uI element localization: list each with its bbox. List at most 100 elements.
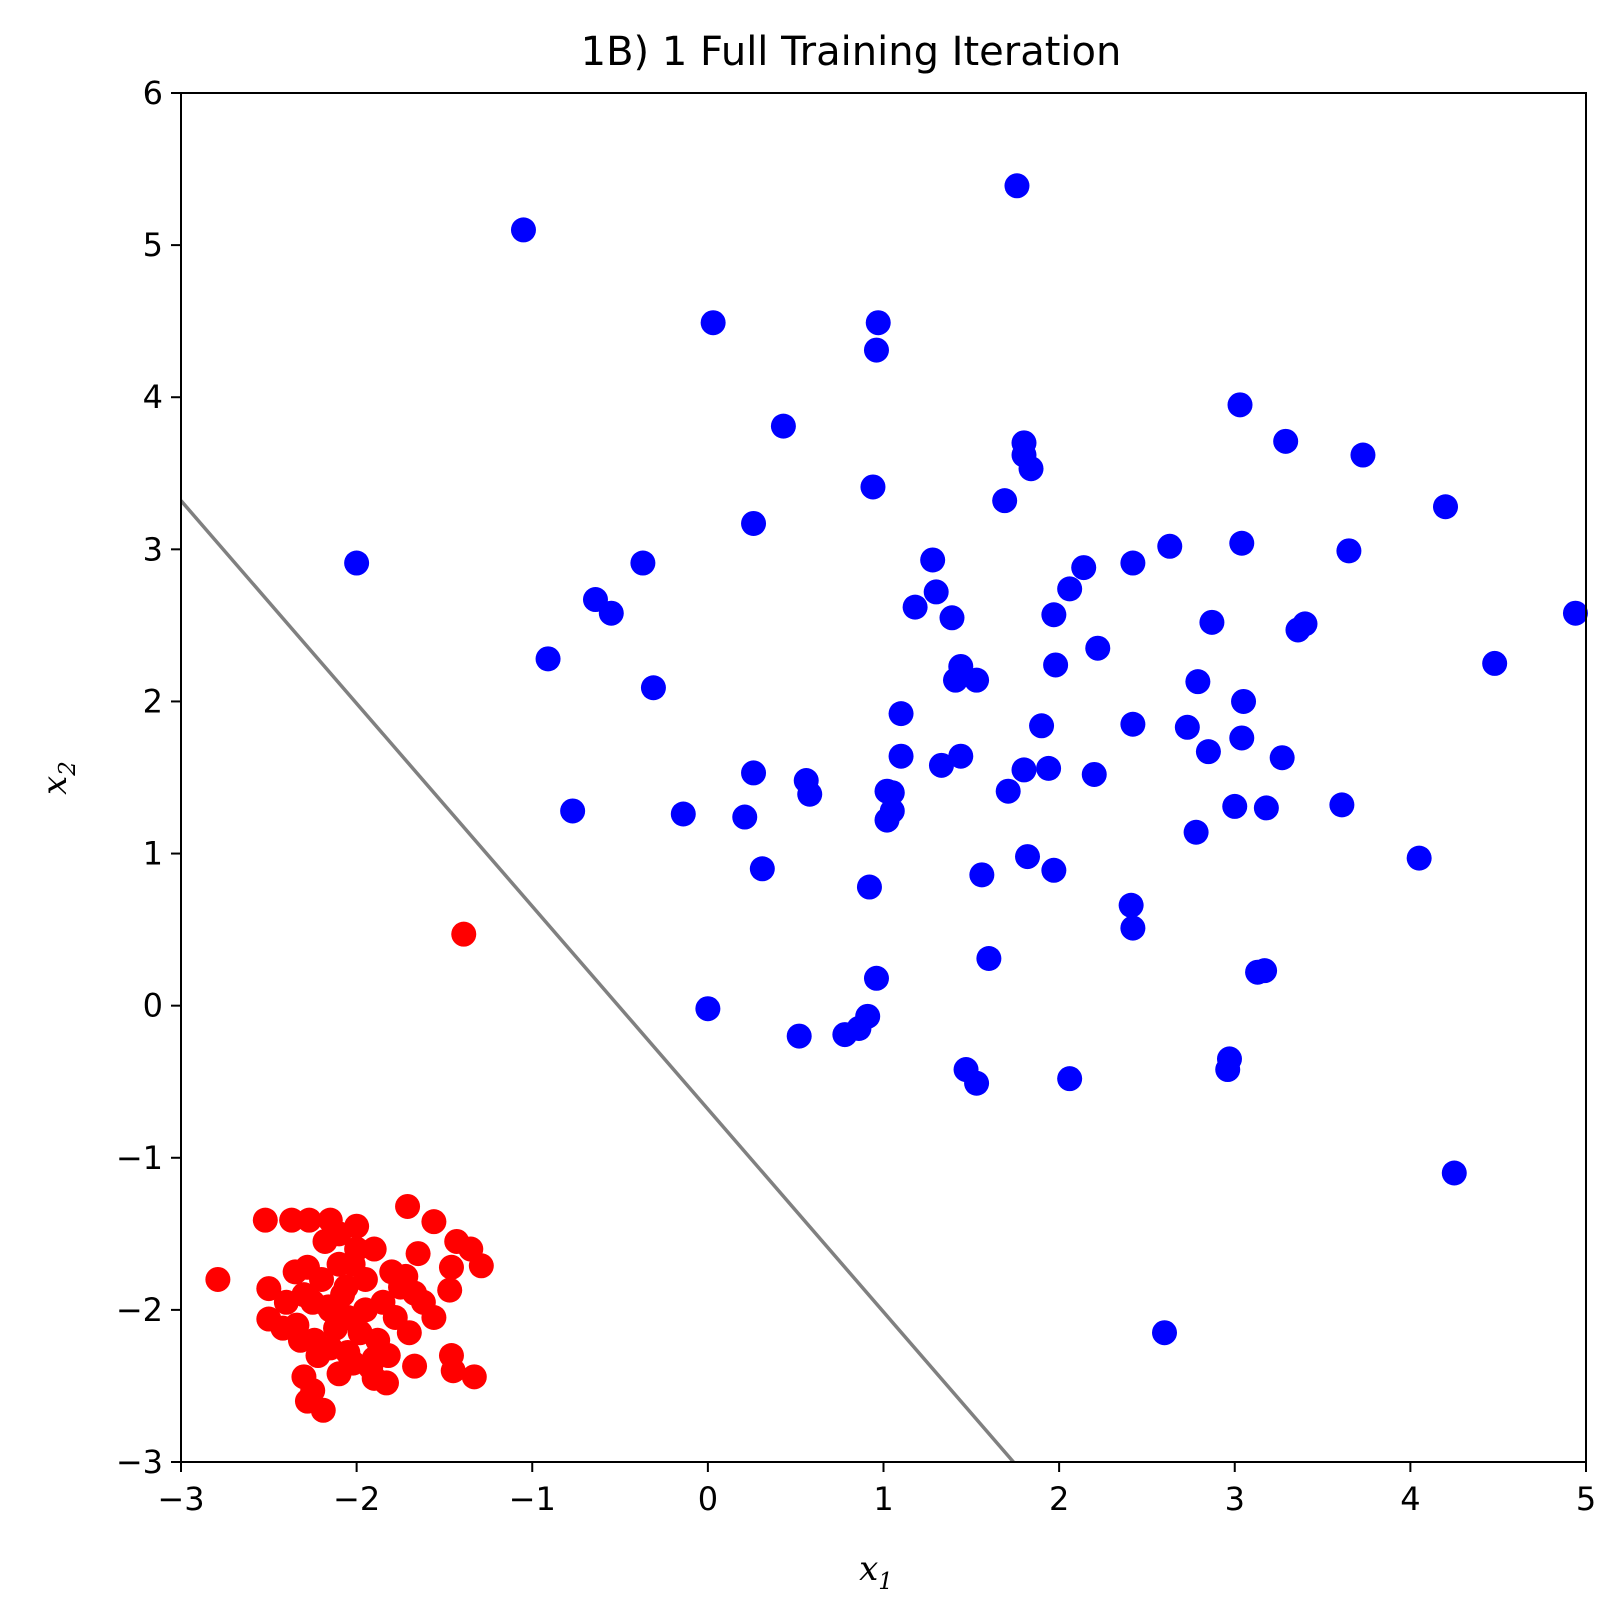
blue-class-point bbox=[1085, 635, 1111, 661]
blue-class-point bbox=[1011, 757, 1037, 783]
blue-class-point bbox=[732, 804, 758, 830]
blue-class-point bbox=[1043, 652, 1069, 678]
blue-class-point bbox=[964, 1070, 990, 1096]
blue-class-point bbox=[948, 743, 974, 769]
blue-class-point bbox=[1562, 600, 1588, 626]
blue-class-point bbox=[640, 675, 666, 701]
plot-area-frame bbox=[180, 92, 1587, 1463]
y-tick-label: 5 bbox=[143, 226, 163, 264]
blue-class-point bbox=[695, 996, 721, 1022]
blue-class-point bbox=[1029, 713, 1055, 739]
blue-class-point bbox=[1329, 792, 1355, 818]
red-class-point bbox=[287, 1327, 313, 1353]
y-axis-label-subscript: 2 bbox=[55, 761, 81, 777]
x-tick-label: 5 bbox=[1576, 1480, 1596, 1518]
y-tick-label: 3 bbox=[143, 530, 163, 568]
blue-class-point bbox=[344, 550, 370, 576]
blue-class-point bbox=[1057, 1066, 1083, 1092]
blue-class-point bbox=[700, 310, 726, 336]
blue-class-point bbox=[976, 946, 1002, 972]
red-class-point bbox=[326, 1221, 352, 1247]
x-axis-label: x1 bbox=[859, 1549, 893, 1595]
blue-class-point bbox=[860, 474, 886, 500]
red-class-point bbox=[294, 1254, 320, 1280]
red-class-point bbox=[451, 921, 477, 947]
blue-class-point bbox=[879, 780, 905, 806]
red-class-point bbox=[461, 1364, 487, 1390]
blue-class-point bbox=[1041, 857, 1067, 883]
red-class-point bbox=[438, 1254, 464, 1280]
red-class-point bbox=[323, 1315, 349, 1341]
red-class-point bbox=[402, 1353, 428, 1379]
blue-class-point bbox=[1215, 1057, 1241, 1083]
red-class-point bbox=[437, 1277, 463, 1303]
blue-class-point bbox=[1292, 611, 1318, 637]
red-class-point bbox=[333, 1274, 359, 1300]
blue-class-point bbox=[1120, 915, 1146, 941]
blue-class-point bbox=[741, 760, 767, 786]
blue-class-point bbox=[1118, 892, 1144, 918]
red-class-point bbox=[273, 1289, 299, 1315]
blue-class-point bbox=[535, 646, 561, 672]
blue-class-point bbox=[1157, 533, 1183, 559]
x-tick-label: 0 bbox=[698, 1480, 718, 1518]
blue-class-point bbox=[969, 862, 995, 888]
x-tick-label: −3 bbox=[157, 1480, 204, 1518]
blue-class-point bbox=[928, 752, 954, 778]
blue-class-point bbox=[920, 547, 946, 573]
blue-class-point bbox=[863, 965, 889, 991]
red-class-point bbox=[252, 1207, 278, 1233]
blue-class-point bbox=[995, 778, 1021, 804]
blue-class-point bbox=[939, 605, 965, 631]
blue-class-point bbox=[1183, 819, 1209, 845]
blue-class-point bbox=[1057, 576, 1083, 602]
blue-class-point bbox=[1174, 714, 1200, 740]
x-tick-label: −1 bbox=[509, 1480, 556, 1518]
red-class-point bbox=[361, 1236, 387, 1262]
blue-class-point bbox=[992, 488, 1018, 514]
blue-class-point bbox=[1229, 725, 1255, 751]
decision-boundary-line bbox=[181, 499, 1015, 1462]
x-tick-label: 4 bbox=[1400, 1480, 1420, 1518]
blue-class-point bbox=[1252, 958, 1278, 984]
blue-class-point bbox=[1185, 669, 1211, 695]
red-class-point bbox=[296, 1207, 322, 1233]
blue-class-point bbox=[1041, 602, 1067, 628]
blue-class-point bbox=[1195, 739, 1221, 765]
blue-class-point bbox=[770, 413, 796, 439]
blue-class-point bbox=[560, 798, 586, 824]
blue-class-point bbox=[1482, 650, 1508, 676]
blue-class-point bbox=[749, 856, 775, 882]
x-tick-label: 3 bbox=[1225, 1480, 1245, 1518]
red-class-point bbox=[305, 1343, 331, 1369]
x-tick-label: −2 bbox=[333, 1480, 380, 1518]
blue-class-point bbox=[1071, 555, 1097, 581]
red-class-point bbox=[410, 1289, 436, 1315]
red-class-point bbox=[468, 1253, 494, 1279]
blue-class-point bbox=[902, 594, 928, 620]
blue-class-point bbox=[1269, 745, 1295, 771]
chart-title: 1B) 1 Full Training Iteration bbox=[581, 29, 1122, 75]
blue-class-point bbox=[1350, 442, 1376, 468]
y-tick-label: −1 bbox=[116, 1139, 163, 1177]
red-class-point bbox=[421, 1209, 447, 1235]
red-class-point bbox=[375, 1343, 401, 1369]
blue-class-point bbox=[1229, 530, 1255, 556]
red-class-point bbox=[393, 1263, 419, 1289]
blue-class-point bbox=[888, 701, 914, 727]
blue-class-point bbox=[786, 1023, 812, 1049]
blue-class-point bbox=[510, 217, 536, 243]
blue-class-point bbox=[874, 807, 900, 833]
blue-class-point bbox=[741, 510, 767, 536]
blue-class-point bbox=[888, 743, 914, 769]
y-tick-label: 0 bbox=[143, 987, 163, 1025]
blue-class-point bbox=[1120, 711, 1146, 737]
blue-class-point bbox=[1273, 428, 1299, 454]
blue-class-point bbox=[1253, 795, 1279, 821]
y-tick-label: 1 bbox=[143, 835, 163, 873]
blue-class-point bbox=[1199, 609, 1225, 635]
x-axis-label-subscript: 1 bbox=[878, 1569, 893, 1595]
blue-class-point bbox=[1222, 793, 1248, 819]
blue-class-point bbox=[1406, 845, 1432, 871]
